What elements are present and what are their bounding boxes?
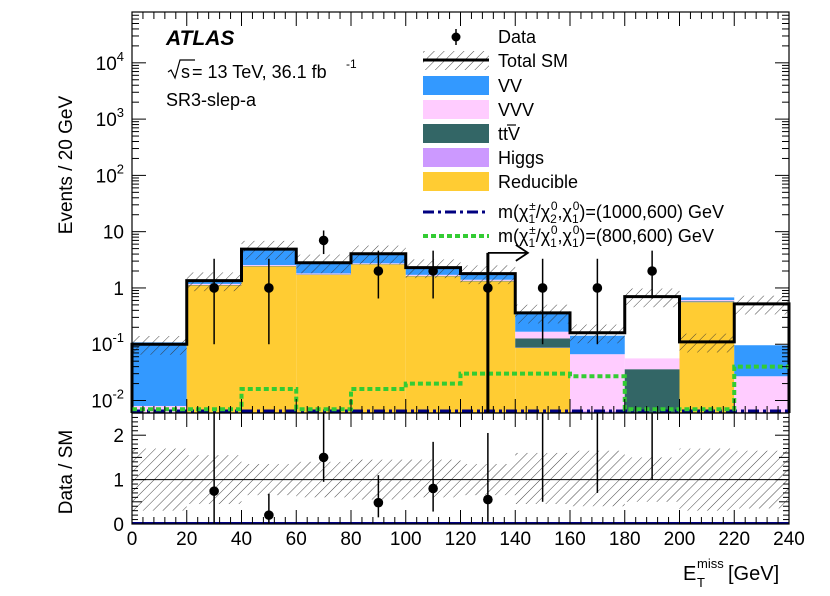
stack-bar-ttv-bin-9 (624, 369, 680, 413)
legend-entry-higgs: Higgs (423, 148, 544, 168)
x-tick-label-0: 0 (127, 529, 138, 550)
ratio-y-tick-label-0: 0 (113, 515, 124, 536)
legend-label-vv: VV (498, 76, 522, 96)
stack-bar-vv-bin-10 (679, 297, 735, 301)
x-axis-label: E T miss [GeV] (683, 556, 779, 590)
stack-bar-vvv-bin-9 (624, 358, 680, 370)
x-tick-label-5: 100 (390, 529, 422, 550)
data-point-6 (537, 283, 548, 293)
y-tick-label-1: 10-1 (91, 330, 124, 356)
x-axis-label-unit: [GeV] (728, 563, 779, 585)
stack-bar-reducible-bin-7 (515, 347, 570, 413)
y-tick-label-5: 103 (96, 105, 124, 131)
energy-symbol: s (181, 62, 190, 82)
data-point-5 (483, 283, 493, 293)
x-axis-label-symbol: E (683, 563, 696, 585)
data-point-3 (373, 266, 384, 276)
legend-label-ttv: ttV (498, 124, 520, 144)
stack-bar-reducible-bin-10 (679, 302, 735, 413)
data-point-4 (428, 266, 438, 276)
legend-label-total-sm: Total SM (498, 51, 568, 71)
legend-swatch-higgs (423, 148, 489, 167)
ratio-y-axis-label: Data / SM (56, 430, 77, 514)
stack-bar-vvv-bin-8 (570, 354, 625, 412)
lumi-exponent: -1 (346, 57, 357, 71)
data-point-8 (647, 266, 657, 276)
x-tick-label-4: 80 (340, 529, 361, 550)
legend-label-vvv: VVV (498, 100, 534, 120)
energy-label: s = 13 TeV, 36.1 fb -1 (167, 57, 357, 82)
stack-bar-reducible-bin-5 (405, 276, 461, 413)
data-point-7 (592, 283, 603, 293)
ratio-point-3 (373, 497, 384, 508)
legend: Data Total SM VV VVV ttV Higgs Reducible (423, 27, 724, 250)
x-axis-label-sup: miss (697, 556, 724, 571)
x-tick-label-9: 180 (609, 529, 641, 550)
x-tick-label-2: 40 (231, 529, 252, 550)
main-panel: 10-2 10-1 1 10 102 103 104 (91, 11, 791, 414)
legend-label-reducible: Reducible (498, 172, 578, 192)
energy-text: = 13 TeV, 36.1 fb (192, 62, 327, 82)
legend-swatch-vvv (423, 100, 489, 119)
legend-entry-data: Data (451, 27, 537, 47)
y-axis-label: Events / 20 GeV (56, 95, 77, 234)
y-tick-label-6: 104 (96, 49, 124, 75)
legend-entry-ttv: ttV (423, 124, 520, 144)
legend-swatch-ttv (423, 124, 489, 143)
y-tick-label-0: 10-2 (91, 387, 124, 413)
ratio-point-4 (428, 483, 438, 494)
legend-swatch-vv (423, 76, 489, 95)
stack-bar-vvv-bin-3 (296, 273, 351, 275)
y-tick-label-3: 10 (103, 223, 124, 244)
data-point-0 (209, 283, 219, 293)
ratio-point-1 (264, 510, 274, 520)
legend-entry-signal-1000-600: m(χ1±/χ20,χ10)=(1000,600) GeV (423, 199, 724, 226)
ratio-y-tick-label-1: 1 (113, 471, 124, 492)
stack-bar-ttv-bin-10 (679, 301, 735, 303)
x-axis-label-sub: T (697, 575, 705, 590)
cut-arrow (487, 244, 530, 262)
legend-swatch-reducible (423, 172, 489, 191)
signal-line-2 (132, 364, 789, 412)
y-tick-label-2: 1 (113, 279, 124, 300)
x-tick-label-7: 140 (499, 529, 531, 550)
x-tick-label-8: 160 (554, 529, 586, 550)
legend-entry-signal-800-600: m(χ1±/χ10,χ10)=(800,600) GeV (423, 223, 714, 250)
stack-bar-vvv-bin-11 (734, 376, 789, 413)
stack-bar-reducible-bin-3 (296, 274, 351, 413)
y-tick-label-4: 102 (96, 161, 124, 187)
legend-label-data: Data (498, 27, 537, 47)
x-tick-label-11: 220 (718, 529, 750, 550)
x-tick-label-3: 60 (286, 529, 307, 550)
x-tick-label-10: 200 (664, 529, 696, 550)
x-tick-label-1: 20 (176, 529, 197, 550)
legend-entry-total-sm: Total SM (423, 51, 568, 71)
ratio-point-5 (483, 494, 493, 505)
atlas-label: ATLAS (165, 27, 234, 50)
legend-entry-reducible: Reducible (423, 172, 578, 192)
ratio-point-0 (209, 486, 219, 496)
legend-label-signal-2: m(χ1±/χ10,χ10)=(800,600) GeV (498, 223, 714, 250)
legend-entry-vvv: VVV (423, 100, 534, 120)
data-point-2 (318, 235, 329, 246)
legend-label-higgs: Higgs (498, 148, 544, 168)
ratio-y-tick-label-2: 2 (113, 426, 124, 447)
stack-bar-vvv-bin-10 (679, 300, 735, 302)
legend-entry-vv: VV (423, 76, 522, 96)
stack-bar-vv-bin-11 (734, 345, 789, 377)
legend-label-signal-1: m(χ1±/χ20,χ10)=(1000,600) GeV (498, 199, 724, 226)
x-tick-label-6: 120 (445, 529, 477, 550)
region-label: SR3-slep-a (166, 90, 257, 110)
ratio-point-2 (318, 452, 329, 463)
x-tick-label-12: 240 (773, 529, 805, 550)
data-point-1 (264, 283, 274, 293)
total-sm-line (130, 247, 791, 413)
